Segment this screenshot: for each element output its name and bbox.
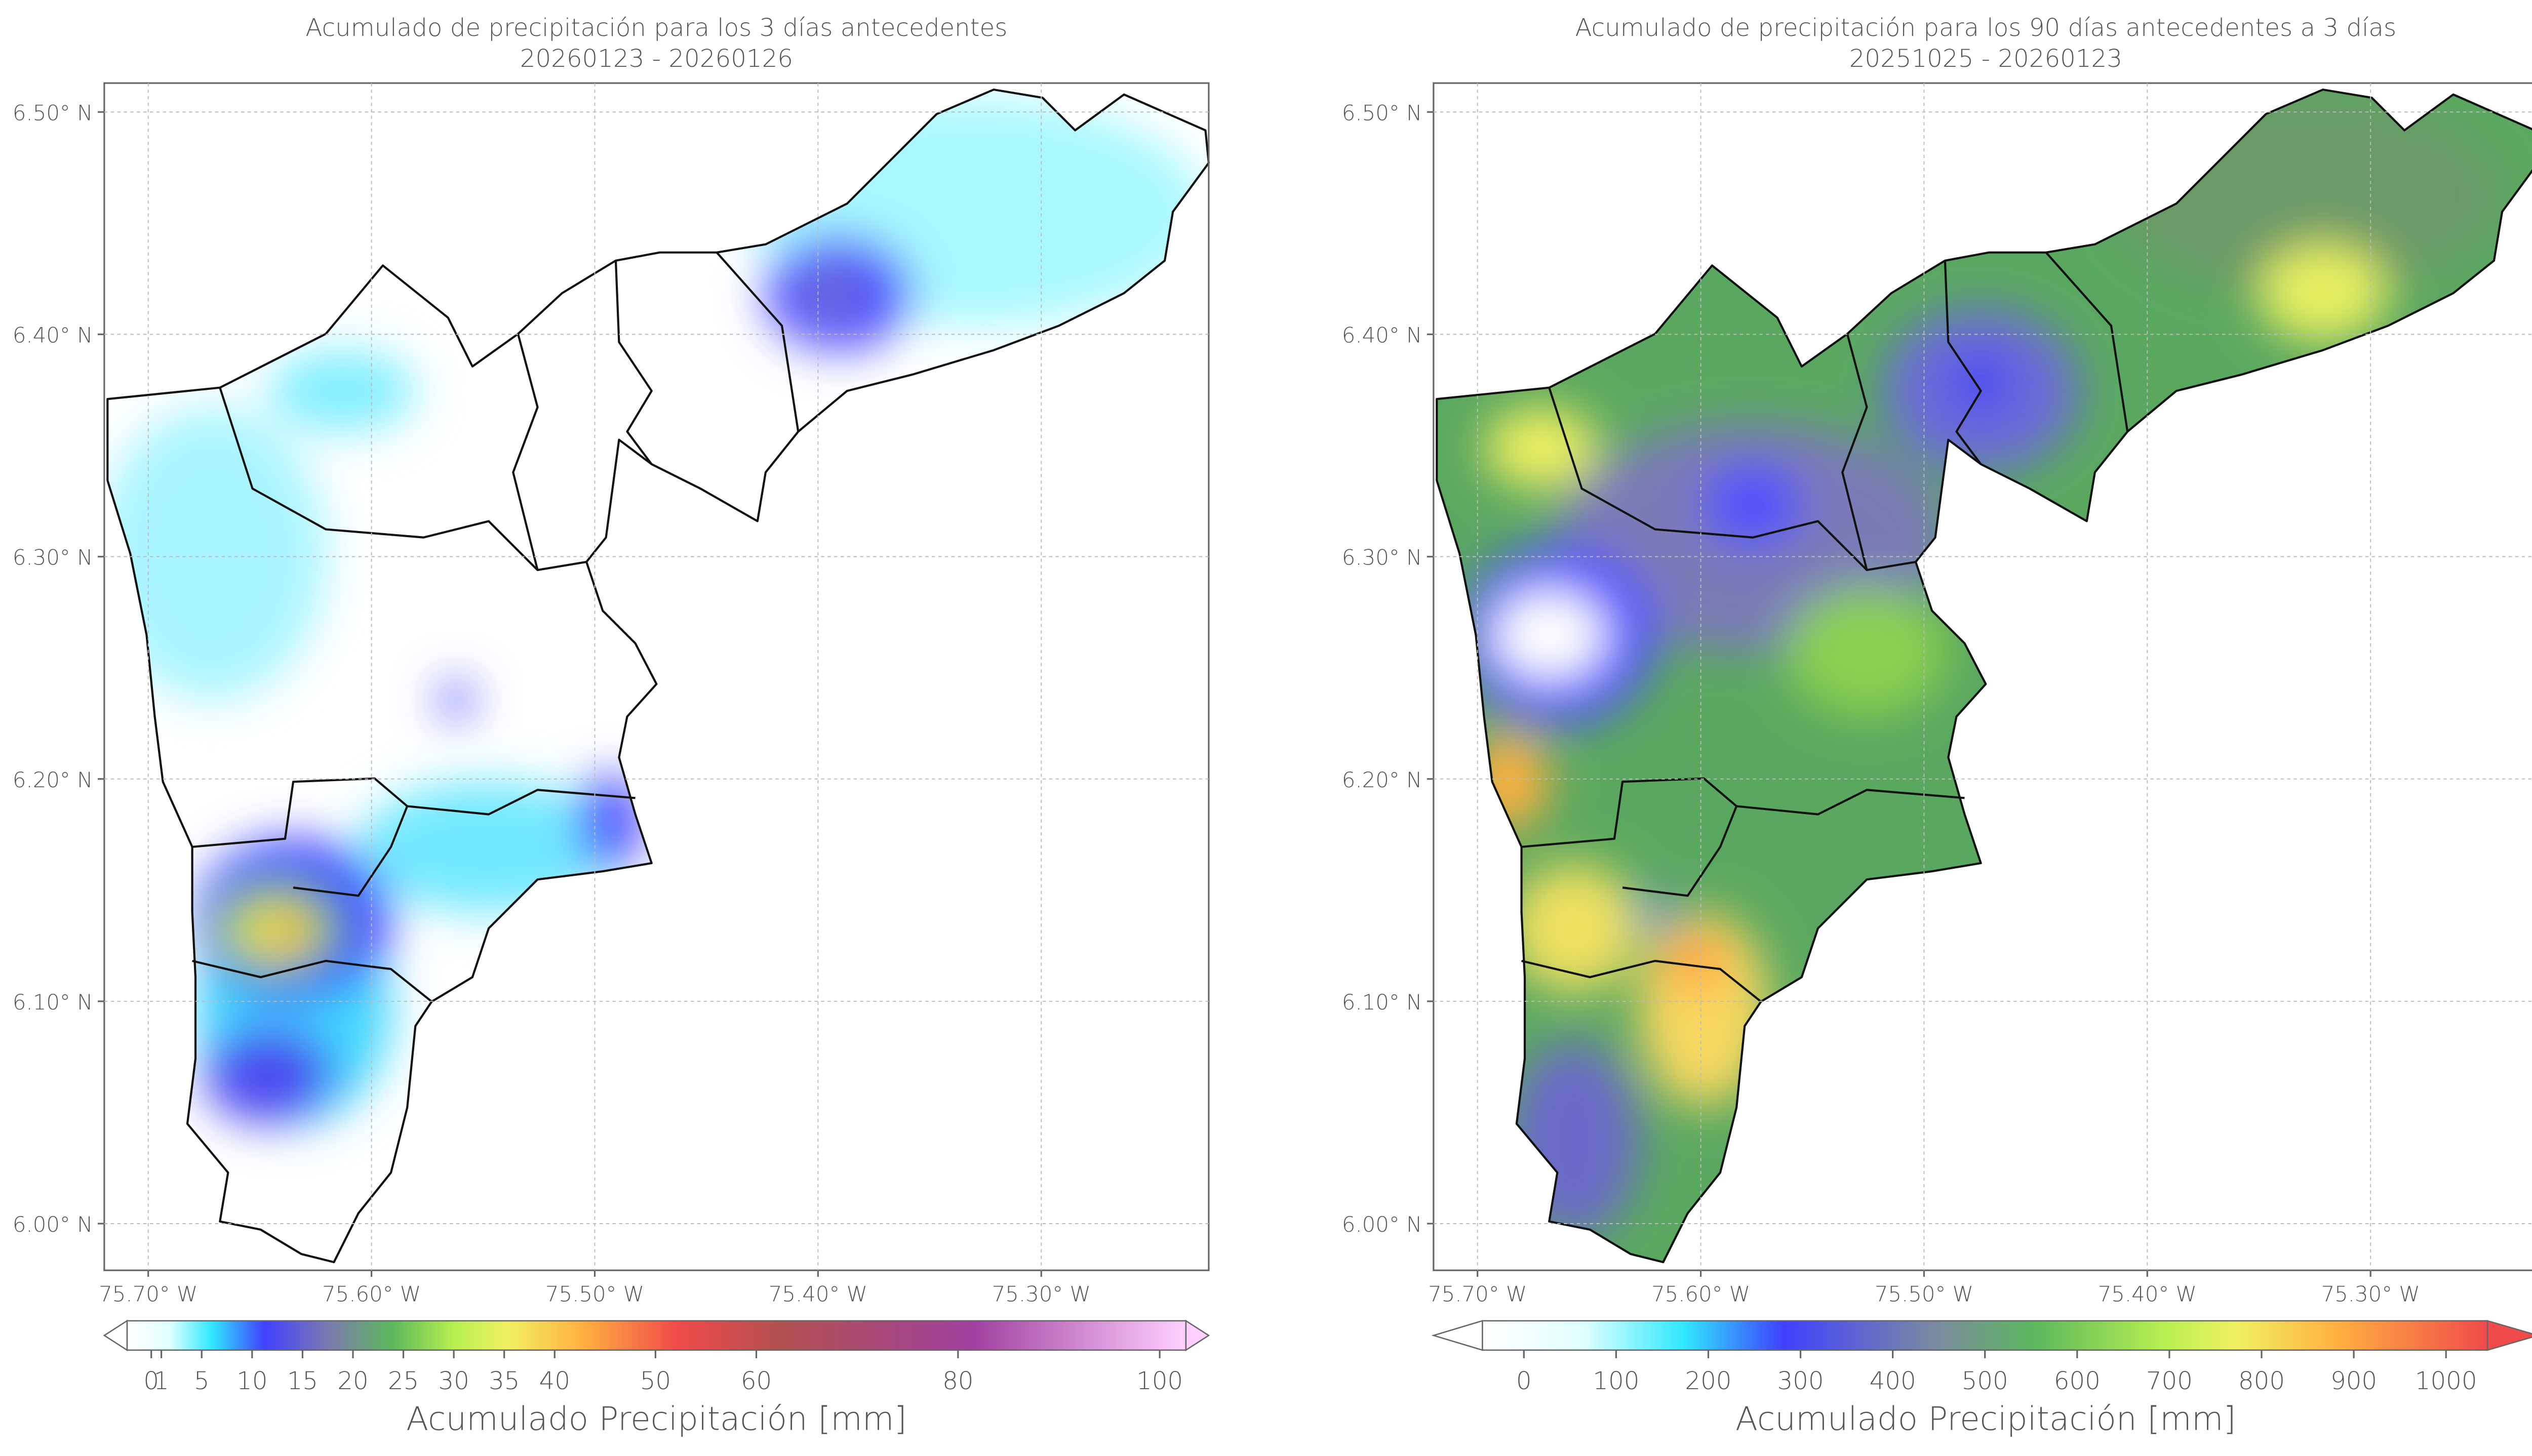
colorbar-tick-label: 1000	[2415, 1367, 2477, 1395]
x-tick-label: 75.60° W	[322, 1281, 421, 1306]
colorbar-tick-label: 10	[236, 1367, 267, 1395]
colorbar	[1482, 1320, 2488, 1351]
colorbar-tick-label: 500	[1962, 1367, 2008, 1395]
colorbar-tick-label: 400	[1870, 1367, 1916, 1395]
y-tick-label: 6.00° N	[1342, 1212, 1422, 1237]
precip-field	[1437, 90, 2532, 1263]
x-tick-label: 75.70° W	[1428, 1281, 1527, 1306]
colorbar-tick-label: 15	[287, 1367, 318, 1395]
colorbar-tick-label: 40	[539, 1367, 570, 1395]
colorbar-tick-label: 700	[2146, 1367, 2193, 1395]
x-tick-label: 75.30° W	[992, 1281, 1091, 1306]
y-tick-label: 6.20° N	[13, 767, 93, 792]
map-frame	[1433, 82, 2532, 1271]
colorbar-tick-label: 35	[489, 1367, 520, 1395]
colorbar-tick-label: 300	[1777, 1367, 1824, 1395]
colorbar-tick-label: 200	[1685, 1367, 1731, 1395]
map-title: Acumulado de precipitación para los 3 dí…	[305, 14, 1007, 42]
x-tick-label: 75.70° W	[99, 1281, 197, 1306]
y-tick-label: 6.00° N	[13, 1212, 93, 1237]
colorbar-tick-label: 5	[194, 1367, 210, 1395]
colorbar-tick-label: 600	[2054, 1367, 2101, 1395]
x-tick-label: 75.30° W	[2321, 1281, 2420, 1306]
colorbar-tick-label: 100	[1593, 1367, 1639, 1395]
colorbar-tick-label: 50	[640, 1367, 671, 1395]
colorbar-label: Acumulado Precipitación [mm]	[406, 1400, 907, 1438]
colorbar	[126, 1320, 1187, 1351]
map-panel: Acumulado de precipitación para los 90 d…	[1342, 14, 2532, 1438]
colorbar-tick-label: 60	[741, 1367, 772, 1395]
map-subtitle: 20251025 - 20260123	[1849, 45, 2122, 73]
colorbar-tick-label: 0	[143, 1367, 159, 1395]
y-tick-label: 6.30° N	[1342, 545, 1422, 570]
x-tick-label: 75.50° W	[1875, 1281, 1973, 1306]
map-panel: Acumulado de precipitación para los 3 dí…	[13, 14, 1210, 1438]
x-tick-label: 75.40° W	[2098, 1281, 2197, 1306]
map-title: Acumulado de precipitación para los 90 d…	[1575, 14, 2397, 42]
colorbar-tick-label: 800	[2238, 1367, 2285, 1395]
y-tick-label: 6.40° N	[1342, 322, 1422, 347]
y-tick-label: 6.50° N	[13, 100, 93, 125]
colorbar-label: Acumulado Precipitación [mm]	[1735, 1400, 2236, 1438]
colorbar-tick-label: 100	[1136, 1367, 1183, 1395]
colorbar-tick-label: 80	[942, 1367, 973, 1395]
colorbar-tick-label: 25	[388, 1367, 419, 1395]
x-tick-label: 75.60° W	[1651, 1281, 1750, 1306]
y-tick-label: 6.10° N	[13, 990, 93, 1015]
y-tick-label: 6.20° N	[1342, 767, 1422, 792]
y-tick-label: 6.40° N	[13, 322, 93, 347]
colorbar-tick-label: 0	[1516, 1367, 1532, 1395]
map-frame	[103, 82, 1210, 1271]
colorbar-tick-label: 900	[2330, 1367, 2377, 1395]
colorbar-tick-label: 1	[153, 1367, 169, 1395]
colorbar-tick-label: 30	[438, 1367, 469, 1395]
map-subtitle: 20260123 - 20260126	[520, 45, 793, 73]
colorbar-tick-label: 20	[337, 1367, 368, 1395]
x-tick-label: 75.40° W	[769, 1281, 867, 1306]
y-tick-label: 6.30° N	[13, 545, 93, 570]
y-tick-label: 6.10° N	[1342, 990, 1422, 1015]
y-tick-label: 6.50° N	[1342, 100, 1422, 125]
x-tick-label: 75.50° W	[545, 1281, 644, 1306]
